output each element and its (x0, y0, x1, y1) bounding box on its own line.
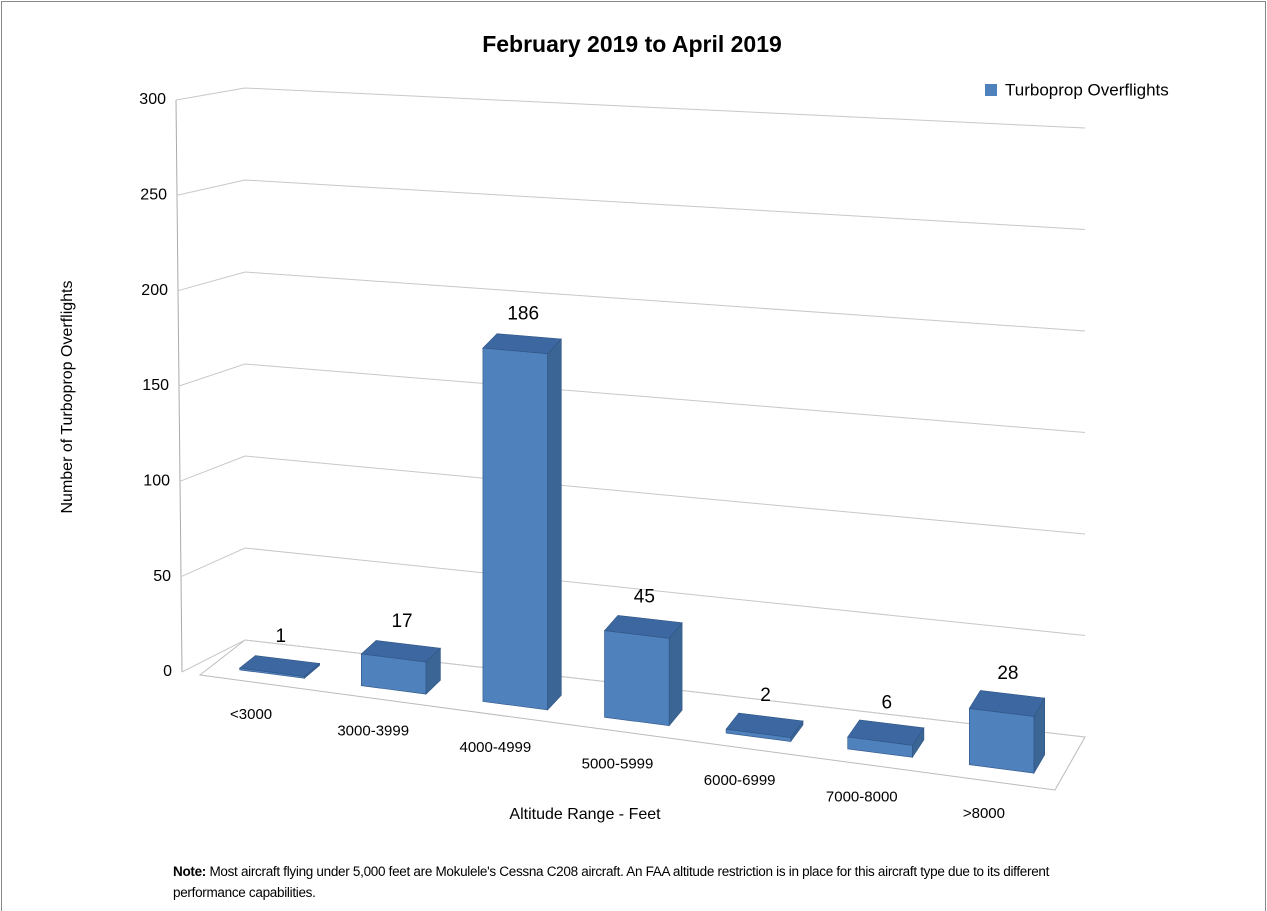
note-text: Most aircraft flying under 5,000 feet ar… (173, 864, 1050, 900)
y-tick-label: 100 (143, 473, 170, 490)
bar (847, 719, 925, 759)
bar-top (725, 712, 804, 738)
data-label: 17 (391, 611, 412, 632)
y-tick-label: 150 (142, 377, 169, 394)
bar (603, 615, 683, 727)
y-tick-label: 250 (140, 187, 167, 204)
bar-side (668, 621, 683, 727)
grid-line (178, 363, 1086, 433)
bar-front (482, 347, 548, 711)
note: Note: Most aircraft flying under 5,000 f… (173, 861, 1093, 903)
data-label: 186 (507, 304, 539, 325)
data-label: 2 (760, 685, 771, 706)
bar-top (360, 640, 442, 663)
x-axis-label: Altitude Range - Feet (509, 806, 661, 823)
grid-line (177, 271, 1086, 332)
bar (725, 712, 804, 743)
bar (968, 690, 1046, 775)
x-tick-label: <3000 (230, 706, 272, 723)
chart-title: February 2019 to April 2019 (482, 31, 782, 57)
x-tick-label: 5000-5999 (582, 755, 654, 772)
legend-label: Turboprop Overflights (1005, 80, 1169, 99)
grid-line (179, 455, 1086, 535)
bar-top (968, 690, 1046, 717)
y-tick-label: 50 (153, 568, 171, 585)
x-tick-label: 4000-4999 (459, 739, 531, 756)
y-tick-label: 200 (141, 282, 168, 299)
y-axis-label: Number of Turboprop Overflights (59, 281, 76, 514)
data-label: 28 (997, 663, 1018, 684)
x-tick-label: 7000-8000 (826, 788, 898, 805)
grid-line (175, 87, 1086, 129)
bar-side (547, 338, 562, 711)
bar-top (238, 655, 321, 677)
bar (238, 655, 321, 679)
grid-line (180, 547, 1086, 636)
bar-front (604, 630, 670, 727)
grid-line (181, 639, 1086, 738)
x-tick-label: >8000 (963, 805, 1005, 822)
legend-swatch (985, 84, 997, 96)
bar-top (603, 615, 683, 639)
data-label: 45 (634, 587, 655, 608)
grid-line (176, 179, 1086, 230)
bar-top (847, 719, 925, 746)
note-label: Note: (173, 864, 206, 879)
y-tick-label: 300 (139, 91, 166, 108)
x-tick-label: 6000-6999 (704, 772, 776, 789)
bar (482, 333, 562, 711)
bar-front (968, 708, 1035, 774)
data-label: 1 (276, 626, 287, 647)
data-label: 6 (881, 692, 892, 713)
bar-top (482, 333, 562, 355)
y-tick-label: 0 (163, 663, 172, 680)
bar (360, 640, 442, 695)
x-tick-label: 3000-3999 (337, 723, 409, 740)
